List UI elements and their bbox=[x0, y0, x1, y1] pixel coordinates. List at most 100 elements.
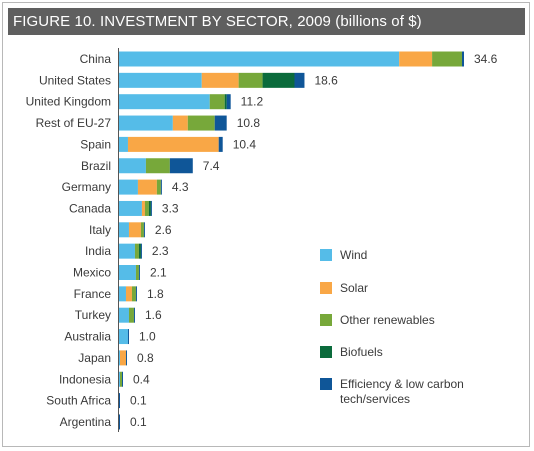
bar-australia-wind bbox=[119, 329, 128, 345]
bar-france-efficiency-low-carbon-tech-services bbox=[135, 286, 137, 302]
bar-turkey-wind bbox=[119, 307, 129, 323]
bar-italy-wind bbox=[119, 222, 129, 238]
bars-group bbox=[119, 51, 464, 430]
value-label-united-kingdom: 11.2 bbox=[241, 95, 264, 109]
bar-germany-other-renewables bbox=[156, 179, 161, 195]
value-label-france: 1.8 bbox=[147, 287, 164, 301]
bar-canada-other-renewables bbox=[144, 200, 149, 216]
labels-group: China 34.6 United States 18.6 United Kingdom… bbox=[26, 52, 498, 429]
value-label-turkey: 1.6 bbox=[145, 308, 162, 322]
value-label-china: 34.6 bbox=[474, 52, 498, 66]
bar-china-other-renewables bbox=[432, 51, 463, 67]
category-label-canada: Canada bbox=[69, 201, 111, 215]
category-label-spain: Spain bbox=[80, 137, 111, 151]
legend-label-wind: Wind bbox=[340, 248, 367, 262]
bar-indonesia-wind bbox=[119, 371, 120, 387]
category-label-argentina: Argentina bbox=[60, 415, 112, 429]
legend: Wind Solar Other renewables Biofuels Efficie… bbox=[320, 248, 464, 406]
category-label-germany: Germany bbox=[62, 180, 111, 194]
bar-rest-of-eu-27-solar bbox=[172, 115, 188, 131]
bar-brazil-other-renewables bbox=[145, 158, 170, 174]
bar-south-africa-efficiency-low-carbon-tech-services bbox=[119, 393, 120, 409]
bar-brazil-wind bbox=[119, 158, 146, 174]
category-label-france: France bbox=[74, 287, 112, 301]
category-label-india: India bbox=[85, 244, 111, 258]
legend-swatch-efficiency-low-carbon-tech-services bbox=[320, 378, 332, 390]
bar-japan-wind bbox=[119, 350, 120, 366]
legend-label-efficiency-low-carbon-tech-services: Efficiency & low carbon tech/services bbox=[340, 377, 464, 406]
category-label-brazil: Brazil bbox=[81, 159, 111, 173]
bar-italy-solar bbox=[128, 222, 141, 238]
bar-australia-efficiency-low-carbon-tech-services bbox=[127, 329, 129, 345]
bar-china-wind bbox=[119, 51, 400, 67]
value-label-mexico: 2.1 bbox=[150, 266, 167, 280]
bar-rest-of-eu-27-other-renewables bbox=[187, 115, 215, 131]
category-label-italy: Italy bbox=[89, 223, 111, 237]
chart-title: FIGURE 10. INVESTMENT BY SECTOR, 2009 (b… bbox=[13, 13, 422, 30]
value-label-rest-of-eu-27: 10.8 bbox=[237, 116, 261, 130]
bar-united-states-solar bbox=[201, 72, 239, 88]
bar-india-wind bbox=[119, 243, 135, 259]
bar-japan-efficiency-low-carbon-tech-services bbox=[125, 350, 127, 366]
bar-canada-wind bbox=[119, 200, 142, 216]
bar-canada-biofuels bbox=[148, 200, 151, 216]
legend-label-other-renewables: Other renewables bbox=[340, 313, 435, 327]
value-label-italy: 2.6 bbox=[155, 223, 172, 237]
legend-swatch-other-renewables bbox=[320, 314, 332, 326]
bar-united-kingdom-other-renewables bbox=[209, 94, 225, 110]
bar-united-kingdom-efficiency-low-carbon-tech-services bbox=[226, 94, 231, 110]
bar-spain-efficiency-low-carbon-tech-services bbox=[218, 136, 223, 152]
bar-china-efficiency-low-carbon-tech-services bbox=[462, 51, 464, 67]
value-label-germany: 4.3 bbox=[172, 180, 189, 194]
bar-rest-of-eu-27-wind bbox=[119, 115, 173, 131]
category-label-australia: Australia bbox=[64, 330, 111, 344]
title-bar bbox=[8, 8, 525, 35]
value-label-brazil: 7.4 bbox=[203, 159, 220, 173]
legend-swatch-wind bbox=[320, 249, 332, 261]
category-label-turkey: Turkey bbox=[75, 308, 111, 322]
bar-united-kingdom-wind bbox=[119, 94, 210, 110]
legend-label-biofuels: Biofuels bbox=[340, 345, 383, 359]
bar-germany-wind bbox=[119, 179, 138, 195]
bar-germany-solar bbox=[137, 179, 157, 195]
bar-mexico-wind bbox=[119, 265, 136, 280]
value-label-argentina: 0.1 bbox=[130, 415, 147, 429]
legend-swatch-biofuels bbox=[320, 346, 332, 358]
bar-germany-efficiency-low-carbon-tech-services bbox=[160, 179, 162, 195]
value-label-japan: 0.8 bbox=[137, 351, 154, 365]
bar-india-efficiency-low-carbon-tech-services bbox=[140, 243, 142, 259]
bar-spain-solar bbox=[127, 136, 219, 152]
bar-italy-efficiency-low-carbon-tech-services bbox=[143, 222, 145, 238]
bar-japan-solar bbox=[119, 350, 126, 366]
value-label-india: 2.3 bbox=[152, 244, 169, 258]
category-label-south-africa: South Africa bbox=[46, 394, 111, 408]
bar-united-states-wind bbox=[119, 72, 202, 88]
bar-united-kingdom-biofuels bbox=[224, 94, 227, 110]
bar-mexico-efficiency-low-carbon-tech-services bbox=[138, 265, 140, 280]
category-label-china: China bbox=[80, 52, 112, 66]
legend-swatch-solar bbox=[320, 282, 332, 294]
bar-india-other-renewables bbox=[134, 243, 139, 259]
category-label-mexico: Mexico bbox=[73, 266, 111, 280]
value-label-australia: 1.0 bbox=[139, 330, 156, 344]
category-label-japan: Japan bbox=[78, 351, 111, 365]
bar-italy-other-renewables bbox=[140, 222, 144, 238]
value-label-south-africa: 0.1 bbox=[130, 394, 147, 408]
bar-china-solar bbox=[399, 51, 433, 67]
category-label-indonesia: Indonesia bbox=[59, 372, 111, 386]
bar-france-solar bbox=[125, 286, 132, 302]
bar-argentina-efficiency-low-carbon-tech-services bbox=[119, 414, 120, 430]
bar-indonesia-other-renewables bbox=[119, 371, 122, 387]
bar-united-states-other-renewables bbox=[238, 72, 263, 88]
bar-france-other-renewables bbox=[131, 286, 136, 302]
value-label-spain: 10.4 bbox=[233, 137, 257, 151]
bar-canada-efficiency-low-carbon-tech-services bbox=[150, 200, 152, 216]
bar-france-wind bbox=[119, 286, 126, 302]
bar-indonesia-efficiency-low-carbon-tech-services bbox=[121, 371, 123, 387]
category-label-united-kingdom: United Kingdom bbox=[26, 95, 111, 109]
bar-united-states-efficiency-low-carbon-tech-services bbox=[294, 72, 305, 88]
category-label-rest-of-eu-27: Rest of EU-27 bbox=[36, 116, 112, 130]
value-label-canada: 3.3 bbox=[162, 201, 179, 215]
category-label-united-states: United States bbox=[39, 73, 111, 87]
